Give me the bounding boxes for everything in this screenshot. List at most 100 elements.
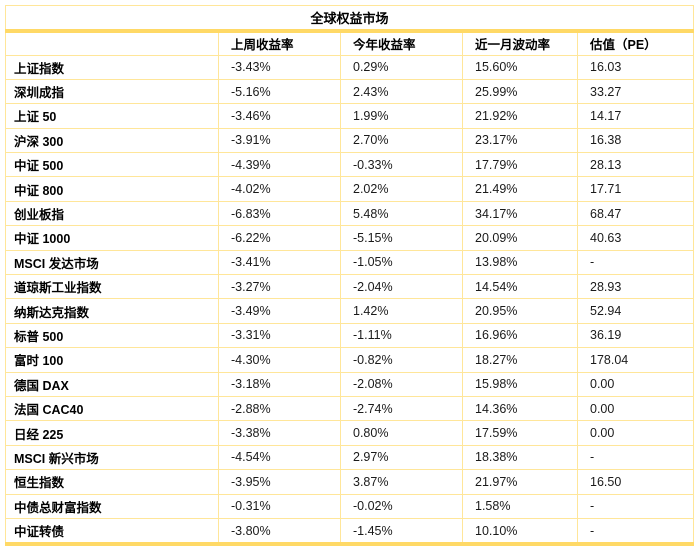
table-title-row: 全球权益市场 <box>4 5 695 33</box>
table-row: 上证指数 -3.43% 0.29% 15.60% 16.03 <box>5 54 695 80</box>
pe-valuation-cell: 33.27 <box>576 78 695 105</box>
one-month-volatility-cell: 18.38% <box>462 444 578 471</box>
pe-valuation-cell: 68.47 <box>576 200 695 227</box>
ytd-return-cell: 2.43% <box>340 78 463 105</box>
ytd-return-cell: -2.04% <box>340 274 463 300</box>
table-body: 上证指数 -3.43% 0.29% 15.60% 16.03 深圳成指 -5.16% 2.43… <box>5 54 695 545</box>
pe-valuation-cell: 17.71 <box>576 176 695 202</box>
pe-valuation-cell: - <box>576 493 695 519</box>
ytd-return-cell: 3.87% <box>340 469 463 495</box>
last-week-return-cell: -3.46% <box>218 103 341 129</box>
row-label: 中证转债 <box>5 517 219 545</box>
pe-valuation-cell: 0.00 <box>576 395 695 422</box>
table-row: 富时 100 -4.30% -0.82% 18.27% 178.04 <box>5 347 695 373</box>
one-month-volatility-cell: 25.99% <box>462 78 578 105</box>
last-week-return-cell: -3.27% <box>218 274 341 300</box>
one-month-volatility-cell: 15.60% <box>462 54 578 80</box>
ytd-return-cell: -5.15% <box>340 225 463 251</box>
last-week-return-cell: -3.18% <box>218 371 341 397</box>
pe-valuation-cell: 16.03 <box>576 54 695 80</box>
one-month-volatility-cell: 18.27% <box>462 347 578 373</box>
ytd-return-cell: 2.02% <box>340 176 463 202</box>
row-label: 恒生指数 <box>5 469 219 495</box>
column-header-ytd-return: 今年收益率 <box>340 30 463 56</box>
one-month-volatility-cell: 15.98% <box>462 371 578 397</box>
global-equity-market-table: 全球权益市场 上周收益率 今年收益率 近一月波动率 估值（PE） 上证指数 -3.43%… <box>4 5 695 547</box>
row-label: 沪深 300 <box>5 127 219 154</box>
one-month-volatility-cell: 17.59% <box>462 420 578 446</box>
pe-valuation-cell: 36.19 <box>576 322 695 349</box>
ytd-return-cell: -1.05% <box>340 249 463 276</box>
row-label: 道琼斯工业指数 <box>5 274 219 300</box>
pe-valuation-cell: 0.00 <box>576 371 695 397</box>
last-week-return-cell: -3.43% <box>218 54 341 80</box>
one-month-volatility-cell: 1.58% <box>462 493 578 519</box>
table-row: 中债总财富指数 -0.31% -0.02% 1.58% - <box>5 493 695 519</box>
one-month-volatility-cell: 14.54% <box>462 274 578 300</box>
last-week-return-cell: -4.39% <box>218 152 341 178</box>
last-week-return-cell: -3.49% <box>218 298 341 324</box>
pe-valuation-cell: 28.13 <box>576 152 695 178</box>
table-row: 中证 500 -4.39% -0.33% 17.79% 28.13 <box>5 152 695 178</box>
table-row: 上证 50 -3.46% 1.99% 21.92% 14.17 <box>5 103 695 129</box>
last-week-return-cell: -2.88% <box>218 395 341 422</box>
last-week-return-cell: -6.22% <box>218 225 341 251</box>
pe-valuation-cell: 178.04 <box>576 347 695 373</box>
pe-valuation-cell: 16.38 <box>576 127 695 154</box>
last-week-return-cell: -5.16% <box>218 78 341 105</box>
one-month-volatility-cell: 17.79% <box>462 152 578 178</box>
table-row: 道琼斯工业指数 -3.27% -2.04% 14.54% 28.93 <box>5 274 695 300</box>
column-header-row: 上周收益率 今年收益率 近一月波动率 估值（PE） <box>5 30 695 56</box>
table-row: 日经 225 -3.38% 0.80% 17.59% 0.00 <box>5 420 695 446</box>
table-row: 中证 800 -4.02% 2.02% 21.49% 17.71 <box>5 176 695 202</box>
row-label: 上证指数 <box>5 54 219 80</box>
last-week-return-cell: -3.31% <box>218 322 341 349</box>
one-month-volatility-cell: 20.09% <box>462 225 578 251</box>
table-row: 恒生指数 -3.95% 3.87% 21.97% 16.50 <box>5 469 695 495</box>
row-label: 纳斯达克指数 <box>5 298 219 324</box>
ytd-return-cell: 1.42% <box>340 298 463 324</box>
table-row: 中证 1000 -6.22% -5.15% 20.09% 40.63 <box>5 225 695 251</box>
pe-valuation-cell: - <box>576 444 695 471</box>
ytd-return-cell: -0.82% <box>340 347 463 373</box>
last-week-return-cell: -4.54% <box>218 444 341 471</box>
row-label: 中债总财富指数 <box>5 493 219 519</box>
pe-valuation-cell: 14.17 <box>576 103 695 129</box>
last-week-return-cell: -3.91% <box>218 127 341 154</box>
ytd-return-cell: -0.02% <box>340 493 463 519</box>
pe-valuation-cell: 0.00 <box>576 420 695 446</box>
table-row: 沪深 300 -3.91% 2.70% 23.17% 16.38 <box>5 127 695 154</box>
one-month-volatility-cell: 16.96% <box>462 322 578 349</box>
column-header-last-week-return: 上周收益率 <box>218 30 341 56</box>
ytd-return-cell: 0.80% <box>340 420 463 446</box>
table-row: 纳斯达克指数 -3.49% 1.42% 20.95% 52.94 <box>5 298 695 324</box>
one-month-volatility-cell: 23.17% <box>462 127 578 154</box>
row-label: MSCI 新兴市场 <box>5 444 219 471</box>
one-month-volatility-cell: 13.98% <box>462 249 578 276</box>
pe-valuation-cell: 52.94 <box>576 298 695 324</box>
row-label: 德国 DAX <box>5 371 219 397</box>
row-label: 法国 CAC40 <box>5 395 219 422</box>
last-week-return-cell: -4.30% <box>218 347 341 373</box>
table-row: MSCI 发达市场 -3.41% -1.05% 13.98% - <box>5 249 695 276</box>
ytd-return-cell: 2.70% <box>340 127 463 154</box>
header-blank-cell <box>5 30 219 56</box>
ytd-return-cell: 2.97% <box>340 444 463 471</box>
table-row: 德国 DAX -3.18% -2.08% 15.98% 0.00 <box>5 371 695 397</box>
table-row: 创业板指 -6.83% 5.48% 34.17% 68.47 <box>5 200 695 227</box>
last-week-return-cell: -3.95% <box>218 469 341 495</box>
column-header-one-month-volatility: 近一月波动率 <box>462 30 578 56</box>
ytd-return-cell: -1.45% <box>340 517 463 545</box>
row-label: 中证 1000 <box>5 225 219 251</box>
table-row: 深圳成指 -5.16% 2.43% 25.99% 33.27 <box>5 78 695 105</box>
pe-valuation-cell: 16.50 <box>576 469 695 495</box>
one-month-volatility-cell: 21.92% <box>462 103 578 129</box>
last-week-return-cell: -4.02% <box>218 176 341 202</box>
one-month-volatility-cell: 14.36% <box>462 395 578 422</box>
ytd-return-cell: 5.48% <box>340 200 463 227</box>
row-label: 标普 500 <box>5 322 219 349</box>
row-label: MSCI 发达市场 <box>5 249 219 276</box>
row-label: 深圳成指 <box>5 78 219 105</box>
pe-valuation-cell: 28.93 <box>576 274 695 300</box>
